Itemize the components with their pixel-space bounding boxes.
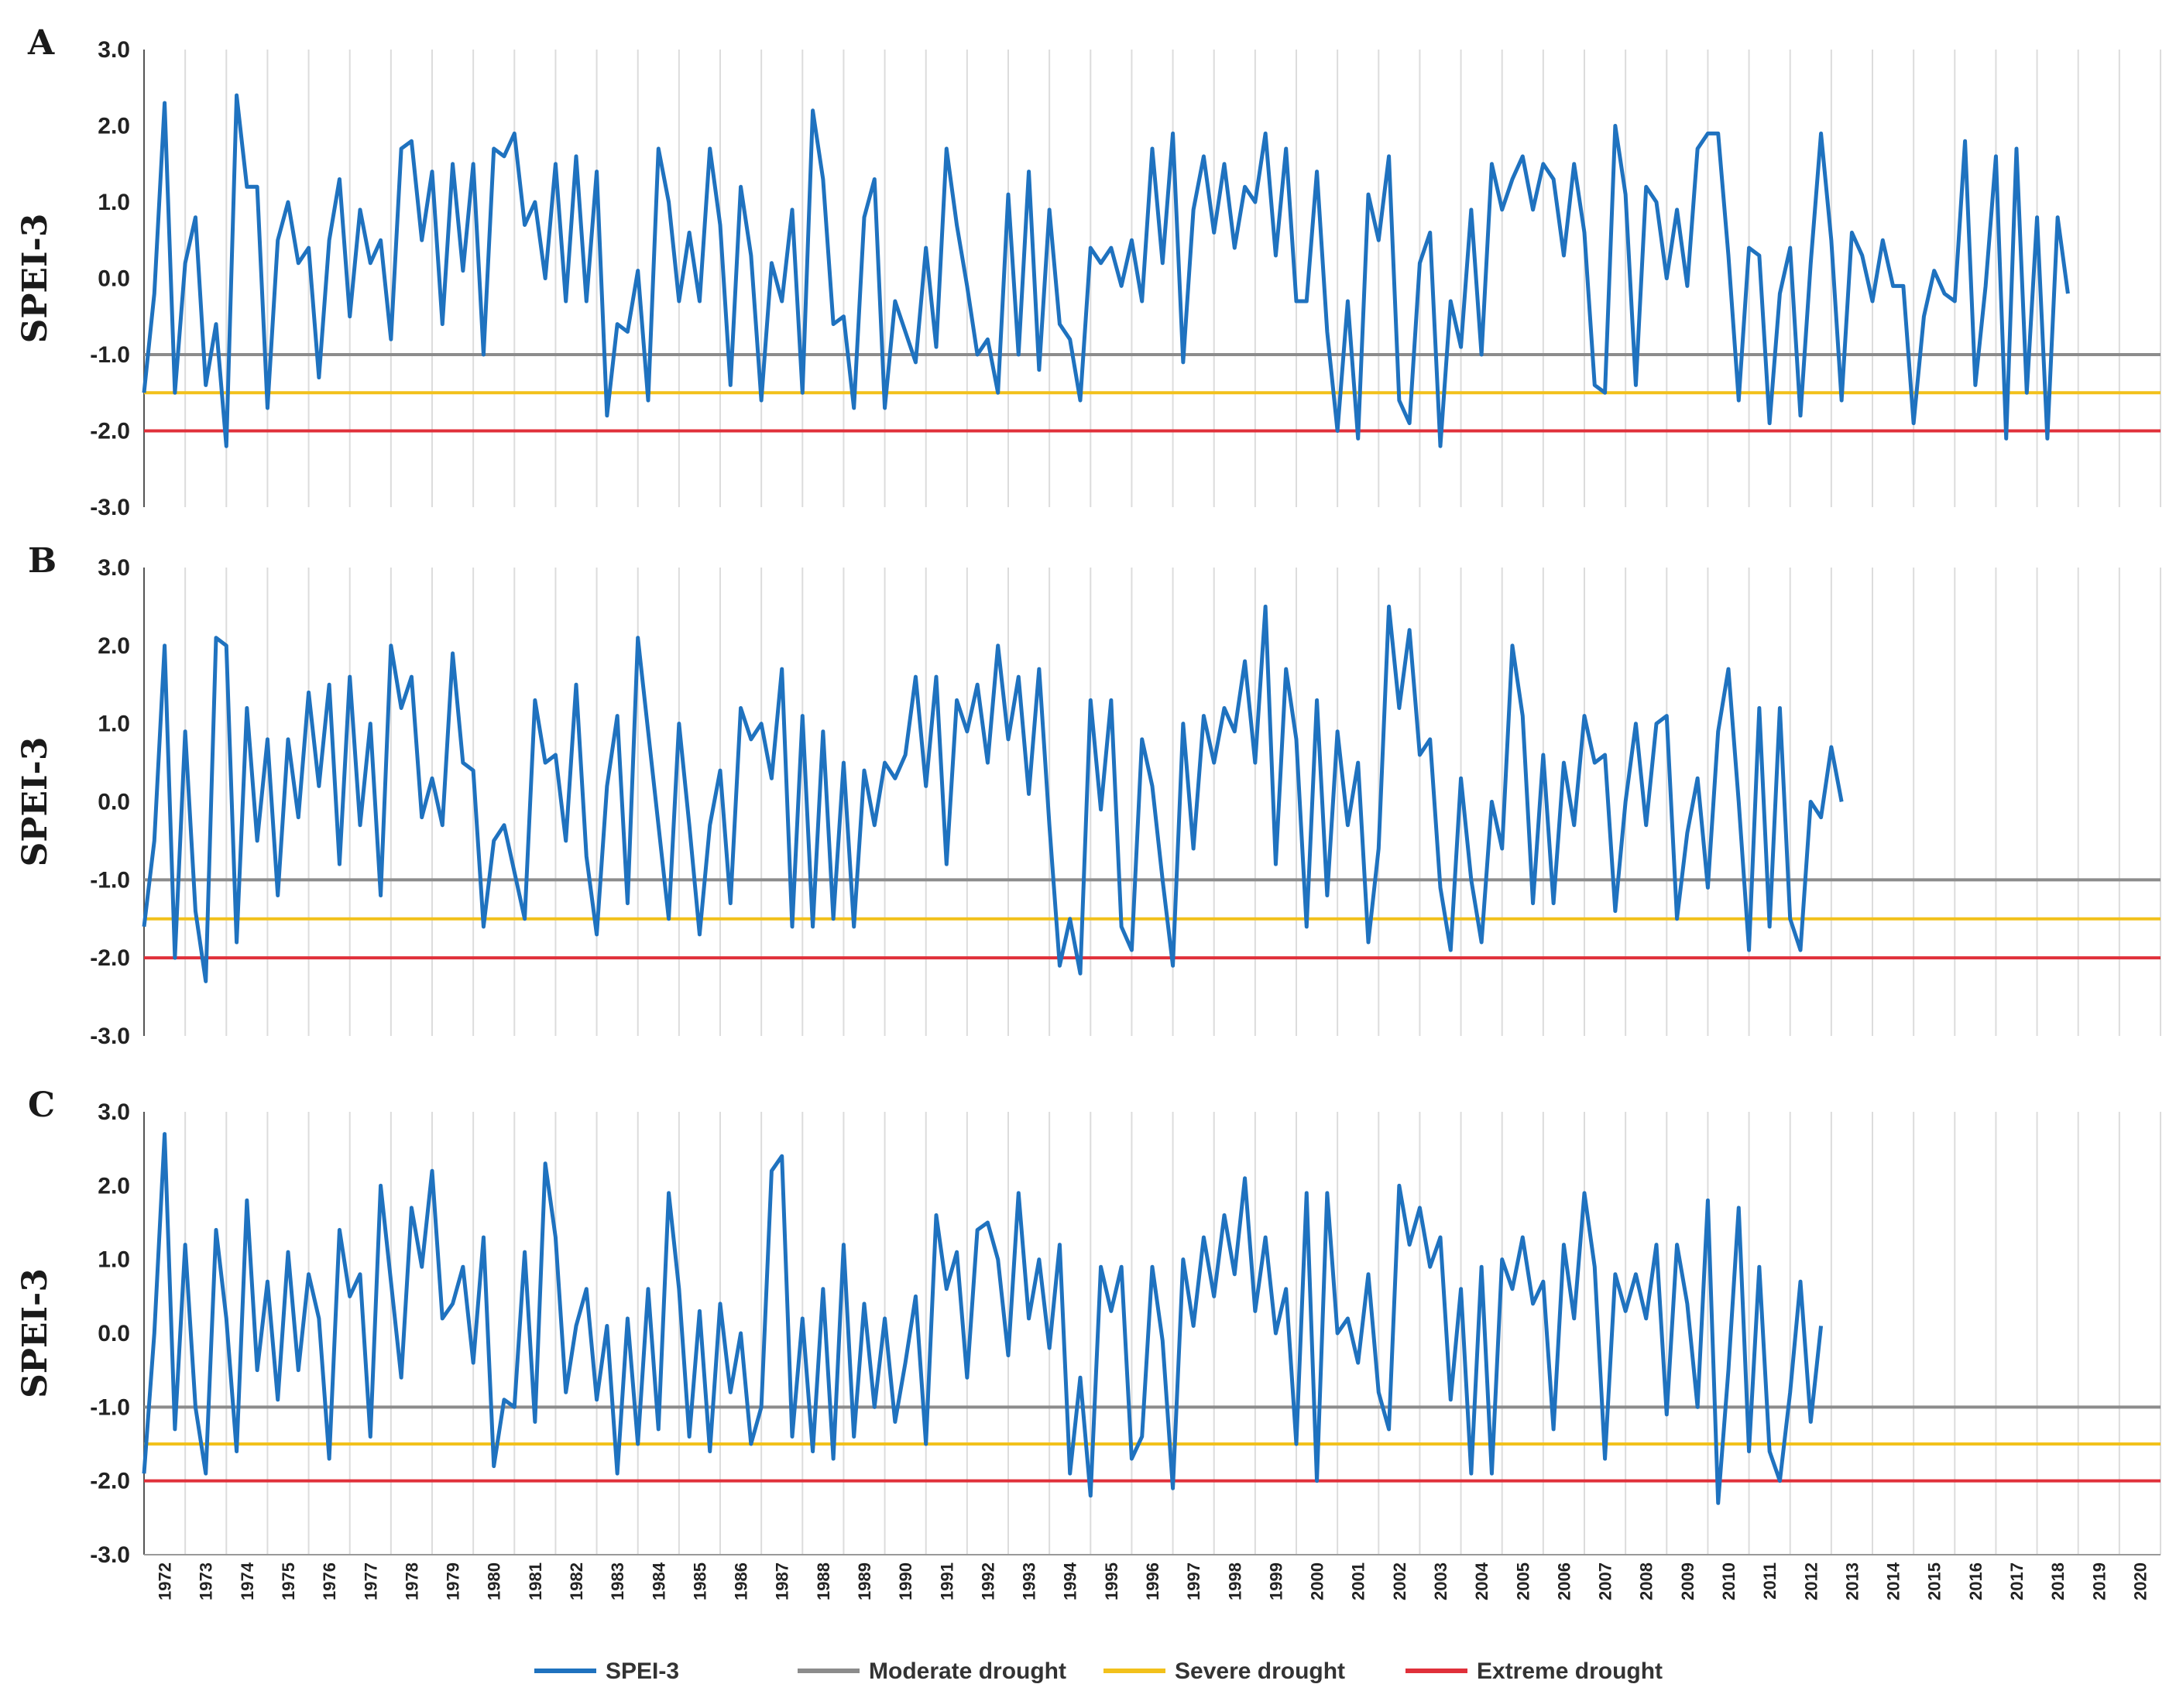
legend-label: Severe drought [1175,1658,1345,1684]
y-tick-label: -1.0 [90,867,130,893]
y-tick-label: 1.0 [98,190,130,215]
x-tick-label: 2011 [1760,1562,1780,1600]
y-axis-label: SPEI-3 [15,1268,55,1398]
series-line-spei-3 [142,604,1844,983]
x-tick-label: 2017 [2007,1562,2027,1600]
y-tick-label: 2.0 [98,114,130,139]
y-tick-label: 3.0 [98,555,130,581]
panel-letter: A [27,23,55,63]
x-tick-label: 2007 [1596,1562,1615,1600]
x-tick-label: 2012 [1801,1562,1821,1600]
x-tick-label: 2018 [2048,1562,2068,1600]
x-tick-label: 2003 [1431,1562,1450,1600]
y-tick-label: -2.0 [90,419,130,444]
y-tick-label: -2.0 [90,1469,130,1494]
x-tick-label: 1999 [1266,1562,1285,1600]
x-tick-label: 1997 [1184,1562,1203,1600]
y-tick-label: -1.0 [90,342,130,368]
legend: SPEI-3 Moderate drought Severe drought Extr… [534,1658,1663,1684]
y-tick-label: 2.0 [98,1173,130,1199]
x-tick-label: 1990 [896,1562,915,1600]
legend-item: Severe drought [1103,1658,1345,1684]
x-tick-label: 1973 [197,1562,216,1600]
x-tick-label: 2001 [1349,1562,1368,1600]
x-tick-label: 2008 [1637,1562,1656,1600]
y-axis-label: SPEI-3 [15,737,55,867]
x-tick-label: 2009 [1678,1562,1697,1600]
legend-label: Moderate drought [869,1658,1066,1684]
series-line-spei-3 [142,1132,1824,1505]
y-tick-label: -2.0 [90,945,130,971]
panel-c: 3.0 2.0 1.0 0.0 -1.0 -2.0 -3.0 SPEI-3 C [15,1086,2161,1568]
legend-item: Extreme drought [1405,1658,1663,1684]
x-tick-label: 1983 [608,1562,627,1600]
x-tick-label: 2005 [1513,1562,1532,1600]
x-tick-label: 2015 [1925,1562,1944,1600]
y-tick-label: 3.0 [98,37,130,63]
y-tick-label: -3.0 [90,1024,130,1049]
x-tick-label: 1994 [1061,1562,1080,1600]
panels-layer: 3.0 2.0 1.0 0.0 -1.0 -2.0 -3.0 SPEI-3 A 3.0 2.0 1.0… [15,23,2161,1568]
x-tick-label: 1976 [320,1562,339,1600]
y-tick-label: -3.0 [90,495,130,520]
x-tick-label: 1998 [1225,1562,1244,1600]
y-axis-label: SPEI-3 [15,214,55,344]
x-tick-label: 2019 [2089,1562,2109,1600]
panel-a: 3.0 2.0 1.0 0.0 -1.0 -2.0 -3.0 SPEI-3 A [15,23,2161,520]
x-tick-label: 1975 [279,1562,298,1600]
x-tick-label: 1995 [1102,1562,1121,1600]
y-tick-label: 1.0 [98,1247,130,1273]
x-tick-label: 2000 [1308,1562,1327,1600]
x-tick-label: 1972 [156,1562,175,1600]
panel-letter: B [28,541,57,581]
x-tick-label: 1980 [485,1562,504,1600]
x-tick-label: 1988 [814,1562,833,1600]
legend-label: SPEI-3 [606,1658,679,1684]
x-tick-label: 2004 [1472,1562,1491,1600]
x-tick-label: 1993 [1020,1562,1039,1600]
panel-b: 3.0 2.0 1.0 0.0 -1.0 -2.0 -3.0 SPEI-3 B [15,541,2161,1049]
x-tick-label: 1991 [937,1562,956,1600]
y-tick-label: -3.0 [90,1542,130,1568]
x-tick-label: 1996 [1143,1562,1162,1600]
y-tick-label: 2.0 [98,633,130,659]
x-tick-label: 1984 [649,1562,668,1600]
x-tick-label: 1986 [732,1562,751,1600]
x-tick-label: 1992 [978,1562,997,1600]
x-tick-label: 2014 [1884,1562,1903,1600]
y-tick-label: 0.0 [98,1321,130,1346]
x-tick-label: 1977 [361,1562,380,1600]
x-tick-label: 1985 [690,1562,709,1600]
legend-item: Moderate drought [798,1658,1066,1684]
x-tick-label: 1978 [402,1562,421,1600]
legend-item: SPEI-3 [534,1658,679,1684]
x-tick-label: 1979 [444,1562,463,1600]
x-tick-label: 1981 [526,1562,545,1600]
grid [143,1112,2161,1555]
legend-label: Extreme drought [1477,1658,1663,1684]
x-tick-label: 1982 [567,1562,586,1600]
x-tick-label: 2002 [1390,1562,1409,1600]
x-tick-label: 1987 [773,1562,792,1600]
y-tick-label: 1.0 [98,712,130,737]
y-tick-label: -1.0 [90,1394,130,1420]
y-tick-label: 3.0 [98,1099,130,1125]
series-line-spei-3 [142,93,2070,448]
x-tick-label: 2006 [1554,1562,1574,1600]
x-tick-label: 2010 [1719,1562,1738,1600]
x-tick-label: 1974 [238,1562,257,1600]
x-tick-label: 2016 [1966,1562,1986,1600]
y-tick-label: 0.0 [98,790,130,815]
x-tick-label: 2020 [2130,1562,2150,1600]
x-axis: 1972 1973 1974 1975 1976 1977 1978 1979 1980 1981… [144,1554,2161,1600]
x-tick-label: 1989 [855,1562,874,1600]
y-tick-label: 0.0 [98,266,130,292]
panel-letter: C [28,1086,55,1125]
x-tick-label: 2013 [1842,1562,1862,1600]
